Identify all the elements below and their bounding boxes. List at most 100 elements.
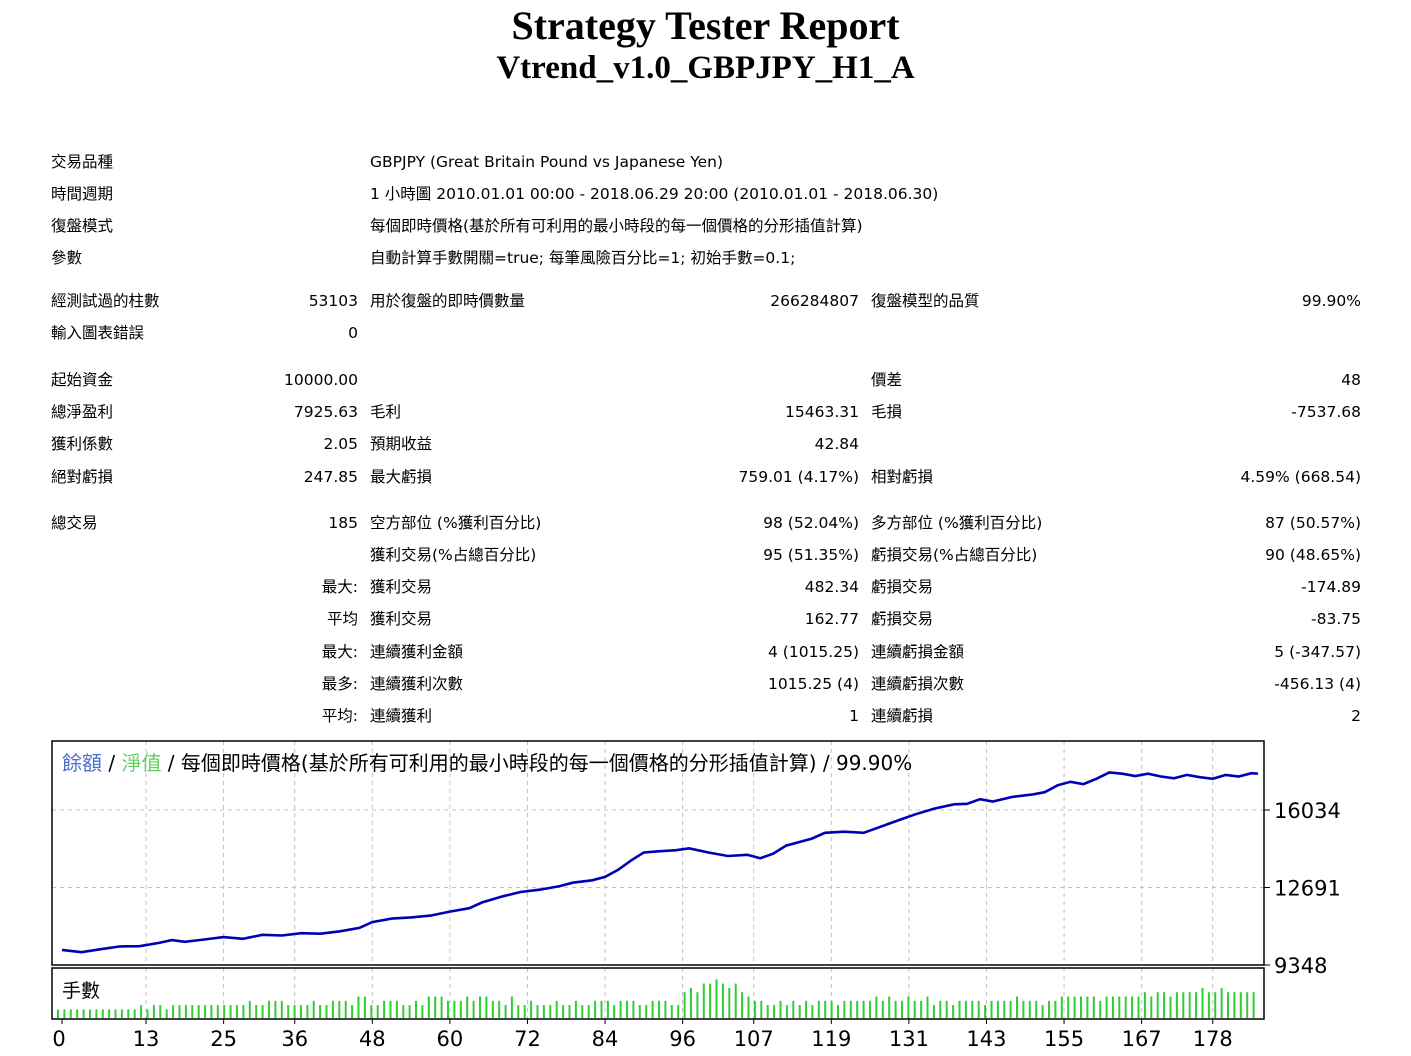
x-tick-label-9: 107	[734, 1027, 774, 1051]
x-tick-label-1: 13	[133, 1027, 160, 1051]
average-profit-value: 162.77	[804, 610, 859, 628]
max-consecutive-profit-value: 1015.25 (4)	[768, 675, 859, 693]
largest-prefix: 最大:	[321, 578, 358, 596]
report-title: Strategy Tester Report	[511, 3, 900, 48]
y-tick-label-1: 12691	[1274, 877, 1341, 901]
abs-drawdown-value: 247.85	[303, 468, 358, 486]
max-profit-prefix: 最多:	[321, 675, 358, 693]
x-tick-label-10: 119	[811, 1027, 851, 1051]
net-profit-label: 總淨盈利	[51, 403, 114, 421]
period-label: 時間週期	[51, 185, 114, 203]
average-prefix: 平均	[326, 610, 358, 628]
x-tick-label-5: 60	[437, 1027, 464, 1051]
x-tick-label-4: 48	[359, 1027, 386, 1051]
ticks-value: 266284807	[770, 292, 859, 310]
x-tick-label-13: 155	[1044, 1027, 1084, 1051]
y-tick-label-0: 9348	[1274, 954, 1327, 978]
max-consecutive-wins-value: 4 (1015.25)	[768, 643, 859, 661]
avg-consecutive-prefix: 平均:	[321, 707, 358, 725]
legend-model-quality: 每個即時價格(基於所有可利用的最小時段的每一個價格的分形插值計算) / 99.9…	[181, 751, 912, 775]
largest-loss-value: -174.89	[1301, 578, 1361, 596]
y-axis: 9348 12691 16034	[1264, 799, 1341, 978]
errors-value: 0	[348, 324, 358, 342]
y-tick-label-2: 16034	[1274, 799, 1341, 823]
x-tick-label-6: 72	[514, 1027, 541, 1051]
model-value: 每個即時價格(基於所有可利用的最小時段的每一個價格的分形插值計算)	[370, 217, 863, 235]
legend-equity: 淨值	[121, 751, 161, 775]
spread-value: 48	[1341, 371, 1361, 389]
max-consecutive-wins-label: 連續獲利金額	[370, 643, 464, 661]
volume-plot-frame	[51, 967, 1265, 1020]
params-label: 參數	[51, 249, 83, 267]
params-value: 自動計算手數開關=true; 每筆風險百分比=1; 初始手數=0.1;	[370, 249, 796, 267]
loss-trades-value: 90 (48.65%)	[1265, 546, 1361, 564]
x-tick-label-0: 0	[52, 1027, 65, 1051]
long-positions-label: 多方部位 (%獲利百分比)	[871, 514, 1043, 532]
profit-trades-value: 95 (51.35%)	[763, 546, 859, 564]
payoff-value: 42.84	[814, 435, 859, 453]
x-tick-label-2: 25	[210, 1027, 237, 1051]
max-consecutive-profit-label: 連續獲利次數	[370, 675, 464, 693]
x-tick-label-11: 131	[889, 1027, 929, 1051]
largest-profit-label: 獲利交易	[370, 578, 433, 596]
ticks-label: 用於復盤的即時價數量	[370, 292, 526, 310]
legend-separator: /	[102, 751, 121, 775]
largest-loss-label: 虧損交易	[871, 578, 934, 596]
x-tick-label-7: 84	[592, 1027, 619, 1051]
period-value: 1 小時圖 2010.01.01 00:00 - 2018.06.29 20:0…	[370, 185, 939, 203]
average-loss-value: -83.75	[1311, 610, 1361, 628]
short-positions-label: 空方部位 (%獲利百分比)	[370, 514, 542, 532]
quality-value: 99.90%	[1301, 292, 1361, 310]
avg-consecutive-losses-label: 連續虧損	[871, 707, 934, 725]
payoff-label: 預期收益	[370, 435, 433, 453]
symbol-label: 交易品種	[51, 153, 114, 171]
main-plot-frame	[51, 740, 1265, 966]
average-profit-label: 獲利交易	[370, 610, 433, 628]
volume-label: 手數	[62, 980, 100, 1002]
abs-drawdown-label: 絕對虧損	[51, 468, 114, 486]
gross-profit-label: 毛利	[370, 403, 402, 421]
loss-trades-label: 虧損交易(%占總百分比)	[871, 546, 1038, 564]
report-subtitle: Vtrend_v1.0_GBPJPY_H1_A	[496, 50, 915, 86]
legend-balance: 餘額	[62, 751, 102, 775]
x-tick-label-3: 36	[281, 1027, 308, 1051]
x-axis: 0 13 25 36 48 60 72 84 96 107 119 131 143 155 167 178	[52, 1019, 1233, 1051]
spread-label: 價差	[871, 371, 903, 389]
legend-separator-2: /	[161, 751, 180, 775]
quality-label: 復盤模型的品質	[871, 292, 980, 310]
x-tick-label-15: 178	[1193, 1027, 1233, 1051]
max-drawdown-value: 759.01 (4.17%)	[738, 468, 860, 486]
average-loss-label: 虧損交易	[871, 610, 934, 628]
max-consecutive-prefix: 最大:	[321, 643, 358, 661]
bars-label: 經測試過的柱數	[51, 292, 160, 310]
x-tick-label-8: 96	[669, 1027, 696, 1051]
largest-profit-value: 482.34	[804, 578, 859, 596]
bars-value: 53103	[308, 292, 358, 310]
long-positions-value: 87 (50.57%)	[1265, 514, 1361, 532]
profit-trades-label: 獲利交易(%占總百分比)	[370, 546, 537, 564]
profit-factor-value: 2.05	[323, 435, 358, 453]
symbol-value: GBPJPY (Great Britain Pound vs Japanese …	[370, 153, 724, 171]
x-tick-label-12: 143	[966, 1027, 1006, 1051]
max-consecutive-losses-value: 5 (-347.57)	[1274, 643, 1361, 661]
x-tick-label-14: 167	[1122, 1027, 1162, 1051]
gross-profit-value: 15463.31	[785, 403, 859, 421]
avg-consecutive-wins-value: 1	[849, 707, 859, 725]
gross-loss-label: 毛損	[871, 403, 903, 421]
gross-loss-value: -7537.68	[1291, 403, 1361, 421]
deposit-value: 10000.00	[284, 371, 358, 389]
net-profit-value: 7925.63	[293, 403, 358, 421]
errors-label: 輸入圖表錯誤	[51, 324, 145, 342]
total-trades-label: 總交易	[51, 514, 98, 532]
rel-drawdown-label: 相對虧損	[871, 468, 934, 486]
avg-consecutive-losses-value: 2	[1351, 707, 1361, 725]
max-consecutive-losses-label: 連續虧損金額	[871, 643, 965, 661]
short-positions-value: 98 (52.04%)	[763, 514, 859, 532]
total-trades-value: 185	[328, 514, 358, 532]
avg-consecutive-wins-label: 連續獲利	[370, 707, 433, 725]
chart-grid	[52, 741, 1264, 1019]
max-drawdown-label: 最大虧損	[370, 468, 433, 486]
max-consecutive-loss-count-value: -456.13 (4)	[1274, 675, 1361, 693]
rel-drawdown-value: 4.59% (668.54)	[1240, 468, 1362, 486]
